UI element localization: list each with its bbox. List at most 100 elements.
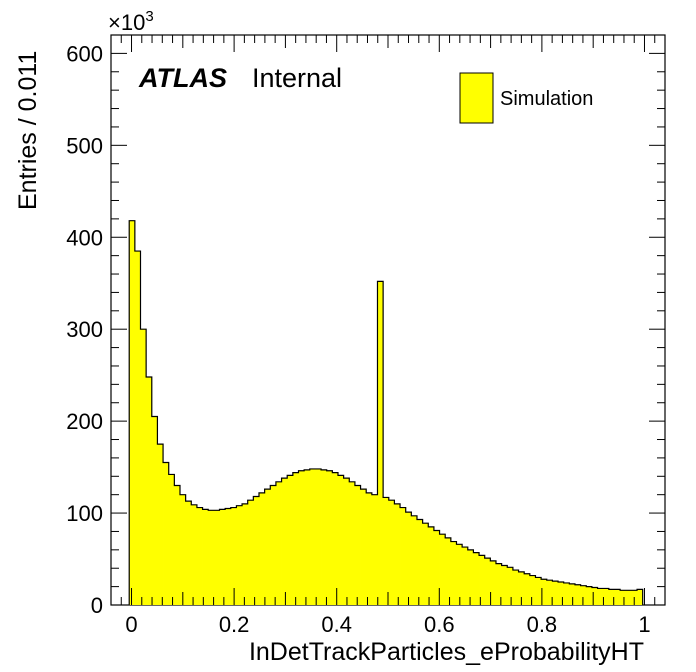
histogram-bar [591,587,598,605]
histogram-bar [574,584,582,605]
histogram-bar [163,462,170,605]
histogram-bar [287,475,294,605]
histogram-bar [292,472,299,605]
histogram-bar [411,515,418,605]
histogram-bar [490,560,497,605]
atlas-label: ATLAS [138,63,227,93]
histogram-bar [298,470,305,605]
x-tick-label: 0.8 [527,612,558,637]
histogram-bar [264,489,271,605]
histogram-bar [529,575,536,605]
histogram-bar [230,507,237,605]
y-tick-label: 200 [66,409,103,434]
histogram-bar [242,503,249,605]
histogram-bar [456,544,463,605]
y-multiplier: ×103 [108,8,154,35]
histogram-bar [501,565,508,605]
histogram-bar [586,586,593,605]
histogram-bar [422,523,429,605]
histogram-bar [371,494,378,605]
histogram-bar [219,509,226,605]
histogram-bar [140,329,147,605]
histogram-bar [518,571,525,605]
histogram-bar [174,485,181,605]
histogram-bar [614,589,621,605]
histogram-bar [405,512,412,605]
histogram-bar [608,589,615,605]
histogram-bar [343,478,350,605]
histogram-bar [507,567,514,605]
histogram-bar [383,497,390,605]
x-tick-label: 0.4 [321,612,352,637]
x-axis-title: InDetTrackParticles_eProbabilityHT [249,638,644,666]
y-tick-label: 300 [66,317,103,342]
histogram-bar [321,469,328,605]
histogram-bar [400,507,407,605]
histogram-bar [467,549,474,605]
histogram-bar [484,558,491,605]
histogram-outline [128,220,644,605]
histogram-bar [552,581,559,605]
y-tick-label: 0 [91,593,103,618]
histogram-bar [275,481,282,605]
histogram-bar [580,585,587,605]
histogram-bar [129,220,136,606]
histogram-bar [388,500,395,605]
x-tick-label: 0.2 [219,612,250,637]
x-tick-label: 0.6 [424,612,455,637]
histogram-bar [202,509,209,605]
histogram-bar [179,494,187,605]
axis-ticks [110,34,666,606]
histogram-bar [253,496,260,605]
legend-label: Simulation [500,88,593,110]
histogram-bar [270,485,277,605]
histogram-bar [541,579,548,605]
histogram-bar [146,377,153,605]
histogram-bar [258,492,266,605]
histogram-bar [569,583,576,605]
histogram-bar [151,416,158,605]
y-tick-label: 600 [66,41,103,66]
x-tick-label: 0 [125,612,137,637]
y-tick-label: 500 [66,133,103,158]
histogram-bar [354,485,361,605]
histogram-bar [304,469,311,605]
histogram-bar [625,590,632,605]
y-tick-label: 100 [66,501,103,526]
histogram-bar [445,537,452,605]
histogram-bar [546,580,553,605]
histogram-bar [157,444,164,605]
histogram-bar [315,468,322,605]
y-multiplier-exponent: 3 [145,8,153,25]
histogram-bar [281,478,288,605]
histogram-bar [428,526,435,605]
histogram-bar [360,489,367,605]
histogram-bar [326,470,333,605]
y-axis-title: Entries / 0.011 [14,51,42,210]
histogram-bar [208,510,215,605]
histogram-bar [479,555,486,605]
internal-label: Internal [252,63,342,93]
histogram-bar [524,573,531,605]
histogram-bar [495,563,503,605]
histogram-bar [512,570,519,605]
histogram-bar [225,508,232,605]
tick-labels: 0 0.2 0.4 0.6 0.8 1 0 100 200 300 400 500 600 [66,41,650,637]
histogram-bar [535,577,542,605]
histogram-bar [603,588,610,605]
histogram-bar [394,503,401,605]
histogram-bar [473,552,480,605]
histogram-bars [129,220,644,606]
histogram-bar [377,281,384,605]
histogram-bar [433,530,440,605]
histogram-bar [558,582,565,605]
histogram-bar [185,501,192,605]
histogram-bar [168,474,175,605]
histogram-bar [462,547,469,605]
histogram-bar [332,472,339,605]
histogram-bar [620,590,627,605]
legend-swatch [459,72,494,124]
histogram-bar [247,500,254,605]
histogram-bar [213,510,220,605]
